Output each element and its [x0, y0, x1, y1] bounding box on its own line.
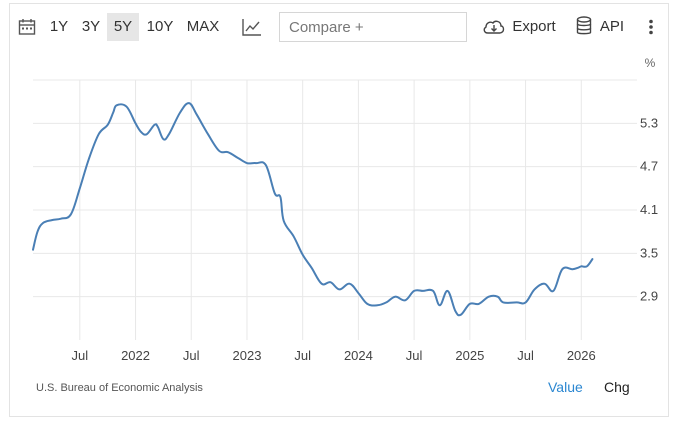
x-tick-label: Jul: [517, 348, 534, 363]
y-axis-labels: 2.9 3.5 4.1 4.7 5.3: [640, 115, 658, 303]
more-vertical-icon[interactable]: [648, 19, 654, 40]
range-max-button[interactable]: MAX: [186, 18, 220, 35]
y-tick-label: 4.7: [640, 159, 658, 174]
y-tick-label: 3.5: [640, 245, 658, 260]
compare-input[interactable]: [279, 12, 467, 42]
cloud-download-icon[interactable]: [482, 18, 506, 41]
x-tick-label: Jul: [71, 348, 88, 363]
range-1y-button[interactable]: 1Y: [49, 18, 69, 35]
export-button[interactable]: Export: [512, 18, 556, 35]
y-unit-label: %: [645, 56, 656, 70]
calendar-icon[interactable]: [18, 18, 36, 41]
x-tick-label: 2022: [121, 348, 150, 363]
line-chart-icon[interactable]: [242, 18, 262, 41]
x-axis-labels: Jul 2022 Jul 2023 Jul 2024 Jul 2025 Jul 2026: [71, 348, 595, 363]
y-tick-label: 5.3: [640, 115, 658, 130]
y-tick-label: 2.9: [640, 289, 658, 304]
y-tick-label: 4.1: [640, 202, 658, 217]
chart-toolbar: 1Y 3Y 5Y 10Y MAX Export API: [0, 0, 677, 48]
x-tick-label: Jul: [406, 348, 423, 363]
x-tick-label: 2023: [233, 348, 262, 363]
api-button[interactable]: API: [599, 18, 625, 35]
x-tick-label: 2024: [344, 348, 373, 363]
x-tick-label: Jul: [183, 348, 200, 363]
database-icon[interactable]: [576, 16, 592, 41]
series-line: [32, 102, 594, 317]
range-10y-button[interactable]: 10Y: [146, 18, 174, 35]
x-tick-label: 2026: [567, 348, 596, 363]
value-toggle[interactable]: Value: [548, 379, 583, 395]
change-toggle[interactable]: Chg: [604, 379, 630, 395]
x-tick-label: Jul: [294, 348, 311, 363]
chart-grid: [33, 79, 637, 340]
range-3y-button[interactable]: 3Y: [81, 18, 101, 35]
x-tick-label: 2025: [455, 348, 484, 363]
range-5y-button[interactable]: 5Y: [107, 13, 139, 41]
data-source-label: U.S. Bureau of Economic Analysis: [36, 382, 203, 394]
